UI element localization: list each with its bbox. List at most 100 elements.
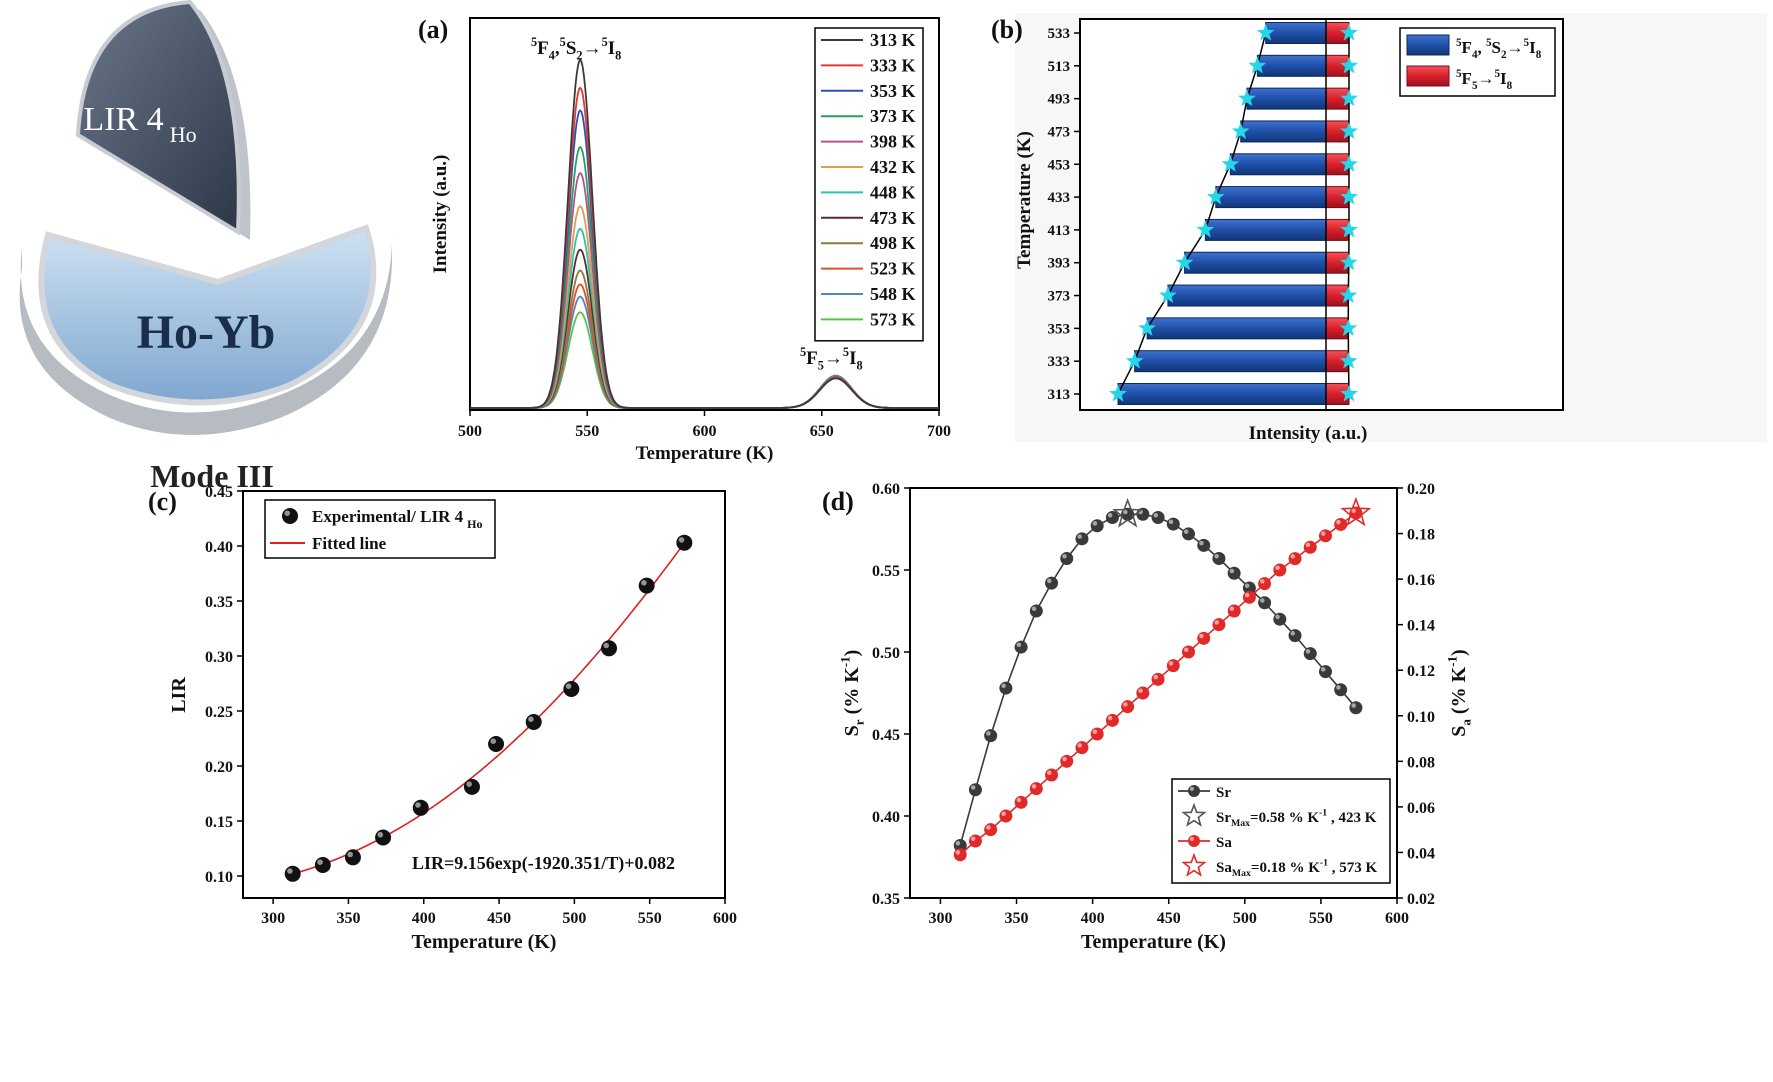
point-sr <box>968 783 982 797</box>
legend-label: 498 K <box>870 233 916 253</box>
label-part: F <box>1462 38 1472 57</box>
series-line-313k <box>470 58 939 409</box>
experimental-point <box>314 857 331 873</box>
blue-bar-end-marker <box>1231 122 1250 139</box>
label-part: F <box>537 38 549 59</box>
label-part: S <box>841 725 863 736</box>
bar-blue <box>1204 218 1327 241</box>
point-highlight <box>1168 661 1174 666</box>
x-axis-label: Temperature (K) <box>636 443 774 464</box>
point-sa <box>1090 727 1104 741</box>
point-sa <box>1212 618 1226 632</box>
label-part: a <box>1459 719 1474 726</box>
point-highlight <box>1138 688 1143 693</box>
label-part: 5 <box>602 35 608 49</box>
x-tick-label: 600 <box>693 423 717 440</box>
point-highlight <box>1001 811 1006 816</box>
y-tick-label: 473 <box>1048 124 1071 140</box>
fitted-line <box>292 542 685 875</box>
label-part: → <box>583 38 602 59</box>
label-part: 5 <box>1486 37 1492 49</box>
label-part: 2 <box>576 48 582 62</box>
blue-bar-end-marker <box>1159 286 1177 304</box>
label-part: 8 <box>856 358 862 372</box>
label-part: 8 <box>1507 80 1513 92</box>
legend-label: 432 K <box>870 157 916 177</box>
x-axis-label: Temperature (K) <box>412 931 557 953</box>
point-highlight <box>970 836 976 842</box>
point-highlight <box>1229 568 1235 574</box>
blue-bar-end-marker <box>1248 56 1267 74</box>
label-part: 4 <box>1472 49 1478 61</box>
point-highlight <box>1336 685 1341 690</box>
x-tick-label: 500 <box>458 423 482 440</box>
point-highlight <box>1320 531 1326 536</box>
label-part: -1 <box>1445 656 1460 667</box>
point-sr <box>1060 552 1074 566</box>
y-tick-label: 413 <box>1048 223 1071 239</box>
y-tick-label: 353 <box>1048 321 1071 337</box>
blue-bar-end-marker <box>1109 384 1127 402</box>
y-tick-label: 493 <box>1048 92 1071 108</box>
point-sr <box>1197 538 1211 552</box>
point-highlight <box>528 716 534 722</box>
legend-swatch <box>1406 65 1450 87</box>
bar-blue <box>1215 186 1327 209</box>
legend-label: Fitted line <box>312 534 387 553</box>
red-bar-end-marker <box>1339 351 1358 369</box>
red-boundary-line <box>1347 33 1350 395</box>
point-highlight <box>1260 598 1265 603</box>
x-tick-label: 400 <box>412 910 436 927</box>
point-sr <box>1273 612 1287 626</box>
y-axis-label-right: Sa (% K-1) <box>1445 649 1474 736</box>
point-sa <box>1166 659 1180 673</box>
point-highlight <box>1123 702 1128 707</box>
point-highlight <box>1092 521 1098 526</box>
legend-label: 523 K <box>870 259 916 279</box>
point-highlight <box>1244 592 1250 598</box>
legend-sub: Ho <box>467 517 482 531</box>
point-sr <box>1045 576 1059 590</box>
point-sa <box>1182 645 1196 659</box>
label-part: → <box>1477 69 1494 88</box>
point-highlight <box>490 738 497 744</box>
y-tick-label-right: 0.12 <box>1407 663 1435 680</box>
y-axis-label-left: Sr (% K-1) <box>838 650 867 737</box>
panel-letter: (b) <box>991 15 1023 44</box>
point-sr <box>1349 701 1363 715</box>
point-highlight <box>1031 784 1037 789</box>
legend-label: 573 K <box>870 309 916 329</box>
point-highlight <box>1062 756 1067 762</box>
point-sa <box>953 848 967 862</box>
point-highlight <box>565 683 572 689</box>
y-tick-label-right: 0.08 <box>1407 754 1435 771</box>
label-part: 5 <box>843 345 849 359</box>
label-part: S <box>1492 38 1501 57</box>
experimental-point <box>412 799 429 816</box>
blue-bar-end-marker <box>1238 89 1256 107</box>
legend-label: 333 K <box>870 55 916 75</box>
y-tick-label-left: 0.55 <box>872 563 900 580</box>
hoyb-label: Ho-Yb <box>137 306 276 359</box>
legend-label: 5F5→5I8 <box>1456 68 1513 92</box>
label-part: 5 <box>560 35 566 49</box>
y-tick-label: 0.30 <box>205 649 233 666</box>
point-highlight <box>1290 631 1296 636</box>
legend-label: SaMax=0.18 % K-1 , 573 K <box>1216 858 1378 880</box>
label-part: ) <box>841 650 863 657</box>
point-highlight <box>1214 620 1219 625</box>
experimental-point <box>375 829 392 846</box>
label-part: , <box>1477 38 1486 57</box>
y-tick-label-right: 0.16 <box>1407 572 1435 589</box>
point-sr <box>1075 532 1089 546</box>
point-highlight <box>1214 553 1219 559</box>
legend-marker <box>1188 835 1200 847</box>
y-tick-label: 0.40 <box>205 539 233 556</box>
label-part: 5 <box>1472 80 1478 92</box>
experimental-point <box>638 577 655 594</box>
legend-label: 5F4, 5S2→5I8 <box>1456 37 1542 61</box>
y-tick-label: 0.25 <box>205 704 233 721</box>
point-highlight <box>955 850 961 855</box>
label-part: =0.18 % K <box>1251 860 1320 876</box>
